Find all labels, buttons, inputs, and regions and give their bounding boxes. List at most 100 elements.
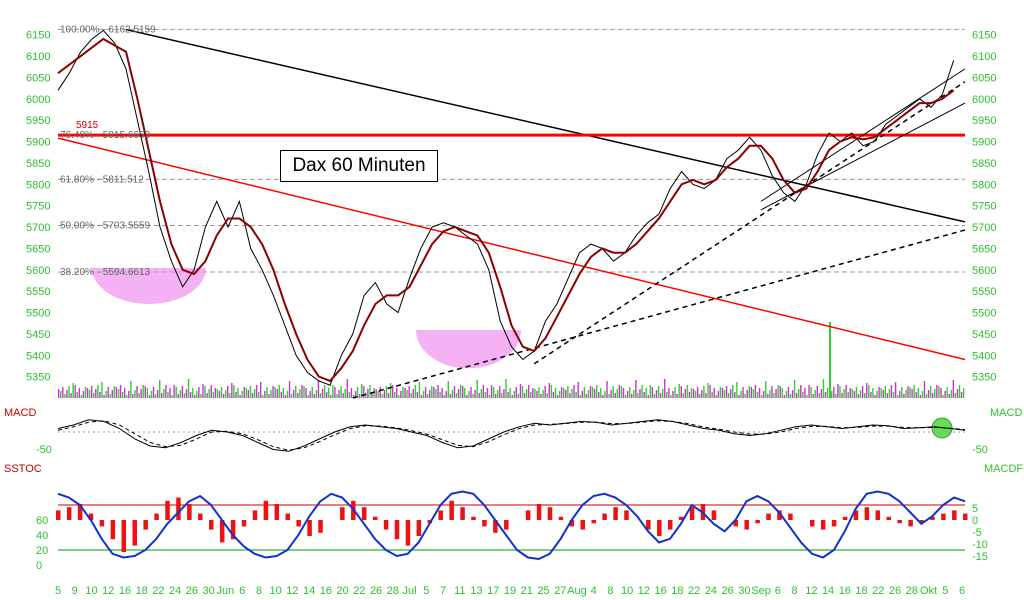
volume-bar [227, 386, 229, 398]
volume-bar [668, 388, 670, 398]
volume-bar [934, 389, 936, 398]
date-label: 8 [256, 585, 262, 597]
volume-bar [651, 387, 654, 398]
volume-bar [377, 391, 379, 398]
volume-bar [699, 394, 701, 398]
volume-bar [927, 390, 930, 398]
volume-bar [146, 388, 149, 398]
volume-bar [812, 394, 814, 398]
volume-bar [321, 389, 324, 398]
volume-bar [680, 386, 682, 398]
macdf-bar [372, 516, 378, 520]
volume-bar [328, 388, 330, 398]
date-label: 7 [440, 585, 446, 597]
volume-bar [488, 395, 491, 398]
volume-bar [870, 392, 872, 398]
volume-bar [725, 386, 728, 398]
price-tick-left: 5750 [26, 201, 50, 213]
support-line [352, 229, 966, 399]
volume-bar [325, 392, 328, 398]
price-tick-left: 5550 [26, 286, 50, 298]
macdf-bar [66, 507, 72, 520]
macd-label-right: MACD [990, 407, 1022, 419]
volume-bar [282, 388, 285, 398]
volume-bar [121, 392, 124, 398]
volume-bar [674, 387, 676, 398]
volume-bar [301, 385, 303, 398]
macdf-label-right: MACDF [984, 463, 1023, 475]
volume-bar [552, 392, 555, 398]
price-ticks-left: 5350 5400 5450 5500 5550 5600 5650 5700 5750 5800… [26, 30, 50, 384]
volume-bar [767, 394, 769, 398]
macdf-bar [88, 513, 94, 520]
date-label: 4 [591, 585, 597, 597]
volume-bar [216, 389, 219, 398]
volume-bar [579, 395, 581, 398]
macdf-bar [99, 520, 105, 527]
volume-bar [315, 390, 318, 398]
date-label: 14 [822, 585, 834, 597]
volume-bar [723, 390, 726, 398]
volume-bar [303, 386, 305, 398]
macdf-bar [886, 516, 892, 520]
volume-bar [365, 393, 367, 398]
fib-level-label: 38.20% - 5594.6613 [60, 267, 151, 278]
macd-signal-line [57, 420, 966, 451]
volume-bar [649, 385, 652, 398]
volume-bar [744, 394, 746, 398]
volume-bar [775, 389, 777, 398]
macdf-bar [930, 516, 935, 520]
volume-bar [715, 395, 717, 398]
price-tick-right: 5350 [972, 372, 996, 384]
date-label: 6 [775, 585, 781, 597]
volume-bar [639, 389, 641, 398]
macdf-bar [842, 516, 848, 520]
sstoc-tick: 0 [36, 560, 42, 572]
volume-bar [527, 385, 530, 398]
volume-bar [653, 394, 656, 398]
sstoc-tick: 20 [36, 545, 48, 557]
macdf-bar [733, 520, 739, 527]
volume-bar [443, 395, 445, 398]
volume-bar [169, 388, 171, 398]
price-tick-right: 6000 [972, 94, 996, 106]
volume-bar [901, 387, 903, 398]
volume-bar [631, 394, 633, 398]
volume-bar [785, 391, 788, 398]
volume-bar [323, 385, 326, 398]
volume-bar [608, 394, 610, 398]
volume-bar [453, 386, 456, 398]
macdf-bar [405, 520, 411, 546]
volume-bar [138, 393, 140, 398]
fib-level-label: 50.00% - 5703.5559 [60, 221, 151, 232]
volume-bars [58, 322, 965, 398]
volume-bar [513, 391, 515, 398]
volume-bar [888, 389, 891, 398]
volume-bar [721, 388, 724, 398]
date-label: 28 [906, 585, 918, 597]
volume-bar [841, 393, 843, 398]
volume-bar [196, 391, 198, 398]
date-label: 17 [487, 585, 499, 597]
price-tick-right: 6050 [972, 72, 996, 84]
volume-bar [231, 383, 233, 398]
volume-bar [682, 393, 684, 398]
volume-bar [892, 392, 895, 398]
volume-bar [684, 389, 687, 398]
volume-bar [74, 385, 76, 398]
volume-bar [593, 389, 596, 398]
volume-bar [690, 388, 693, 398]
volume-bar [624, 395, 627, 398]
macdf-bar [536, 504, 542, 520]
volume-bar [713, 388, 715, 398]
price-line [57, 29, 955, 386]
date-axis: 5 9 10 12 16 18 22 24 26 30 Jun 6 8 10 12 14 16 20 22 26 28 J… [55, 585, 965, 597]
volume-bar [602, 395, 604, 398]
date-label: 12 [286, 585, 298, 597]
date-label: 26 [889, 585, 901, 597]
volume-bar [466, 395, 468, 398]
macd-tick-right: -50 [972, 444, 988, 456]
volume-bar [235, 392, 237, 398]
macdf-tick: 5 [972, 503, 978, 515]
volume-bar [773, 393, 775, 398]
